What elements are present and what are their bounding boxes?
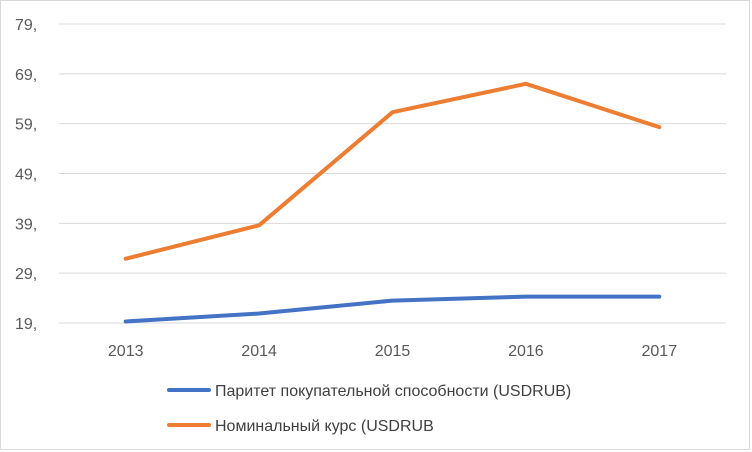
y-tick-label: 49, (15, 167, 37, 184)
legend-item-ppp: Паритет покупательной способности (USDRU… (167, 383, 571, 400)
legend-item-nominal: Номинальный курс (USDRUB (167, 418, 434, 435)
legend: Паритет покупательной способности (USDRU… (167, 383, 571, 435)
y-tick-label: 69, (15, 67, 37, 84)
series-line-ppp (123, 294, 662, 324)
x-axis-tick-labels: 2013 2014 2015 2016 2017 (108, 343, 677, 360)
legend-label-ppp: Паритет покупательной способности (USDRU… (215, 383, 571, 400)
x-tick-label: 2016 (508, 343, 544, 360)
series-line-nominal (123, 81, 662, 261)
series-lines (123, 81, 662, 324)
gridlines (59, 23, 726, 324)
x-tick-label: 2017 (642, 343, 678, 360)
x-tick-label: 2015 (375, 343, 411, 360)
x-tick-label: 2013 (108, 343, 144, 360)
y-tick-label: 29, (15, 266, 37, 283)
legend-label-nominal: Номинальный курс (USDRUB (215, 418, 434, 435)
x-tick-label: 2014 (241, 343, 277, 360)
y-tick-label: 39, (15, 216, 37, 233)
y-tick-label: 59, (15, 117, 37, 134)
y-axis-tick-labels: 19, 29, 39, 49, 59, 69, 79, (15, 17, 37, 333)
y-tick-label: 79, (15, 17, 37, 34)
y-tick-label: 19, (15, 316, 37, 333)
